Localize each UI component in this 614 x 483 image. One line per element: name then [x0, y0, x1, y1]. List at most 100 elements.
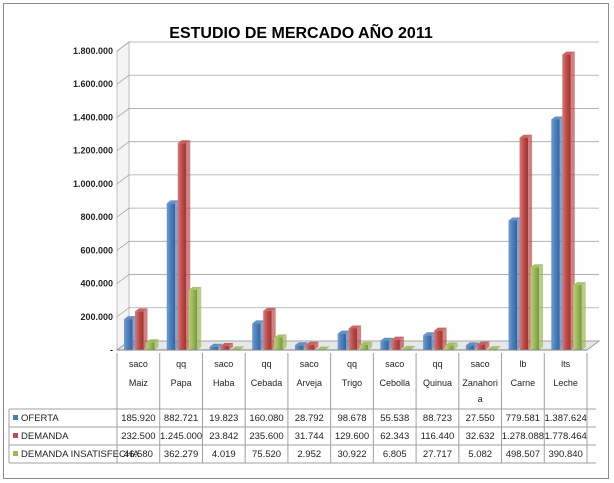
bar [188, 286, 202, 350]
bar [530, 264, 544, 350]
bar [380, 337, 393, 350]
category-unit: qq [432, 359, 442, 369]
legend-swatch [13, 415, 18, 420]
bar-top [423, 332, 436, 336]
bar [135, 308, 148, 350]
data-label: 160.080 [249, 413, 283, 424]
bar-top [562, 51, 575, 55]
bar-top [476, 341, 490, 345]
data-label: 75.520 [252, 449, 281, 460]
category-label: Cebada [251, 378, 283, 388]
bar-front [359, 344, 369, 350]
category-unit: lb [519, 359, 526, 369]
bar [124, 316, 137, 350]
data-label: 27.550 [466, 413, 495, 424]
y-tick-label: 200.000 [80, 312, 113, 322]
bar [252, 320, 265, 350]
data-label: 129.600 [335, 431, 369, 442]
y-tick-label: 1.200.000 [73, 146, 113, 156]
chart-frame: ESTUDIO DE MERCADO AÑO 2011 - 200.000 400.… [3, 3, 609, 479]
bar-side [239, 346, 244, 350]
bar [305, 341, 319, 350]
data-label: 779.581 [506, 413, 540, 424]
bar [359, 341, 373, 350]
bar-top [337, 330, 351, 334]
category-unit: qq [262, 359, 272, 369]
bar-top [551, 116, 564, 120]
bar-front [124, 319, 133, 350]
bar-front [348, 328, 358, 350]
data-label: 116.440 [421, 431, 455, 442]
bar-side [303, 342, 308, 350]
data-label: 1.245.000 [160, 431, 202, 442]
data-label: 1.778.464 [545, 431, 587, 442]
bar-side [539, 264, 544, 350]
bar-front [337, 333, 347, 350]
gridline [116, 108, 599, 118]
bar-top [177, 140, 191, 144]
legend-label: DEMANDA INSATISFECHA [21, 449, 140, 460]
bar-side [143, 308, 148, 350]
bar-top [530, 264, 544, 268]
data-label: 88.723 [423, 413, 452, 424]
bar-side [496, 346, 501, 350]
bar-front [434, 330, 443, 350]
bar-front [508, 220, 518, 350]
bar-front [380, 340, 389, 350]
data-label: 23.842 [209, 431, 238, 442]
bar-front [530, 267, 540, 350]
data-label: 882.721 [164, 413, 198, 424]
bar-top [316, 346, 330, 350]
bar-top [166, 200, 180, 204]
category-unit: saco [214, 359, 233, 369]
bar-side [325, 346, 330, 350]
gridline [116, 74, 599, 85]
bar-front [209, 346, 218, 350]
bar-side [154, 339, 159, 350]
bar [423, 332, 436, 350]
data-label: 19.823 [209, 413, 238, 424]
data-label: 62.343 [380, 431, 409, 442]
bar-side [197, 286, 202, 350]
bar-side [399, 336, 404, 350]
y-tick-label: - [110, 345, 113, 355]
category-label: Arveja [297, 378, 323, 388]
data-label: 235.600 [249, 431, 283, 442]
bar-top [294, 342, 308, 346]
bar [209, 343, 222, 350]
category-unit: saco [129, 359, 148, 369]
bar-top [305, 341, 319, 345]
data-label: 2.952 [297, 449, 321, 460]
bar-top [209, 343, 222, 347]
bar [177, 140, 191, 350]
gridline [116, 240, 599, 251]
bar-side [442, 327, 447, 350]
bar-front [305, 344, 315, 350]
bar-front [423, 335, 432, 350]
gridline [116, 141, 599, 151]
bar-top [508, 217, 522, 221]
category-unit: saco [385, 359, 404, 369]
category-label: a [478, 394, 483, 404]
bar-top [391, 336, 404, 340]
category-unit: lts [561, 359, 571, 369]
data-label: 498.507 [506, 449, 540, 460]
bar-front [135, 311, 144, 350]
category-label: Papa [171, 378, 192, 388]
bar-top [434, 327, 447, 331]
y-tick-label: 1.000.000 [73, 179, 113, 189]
category-label: Trigo [342, 378, 362, 388]
legend-swatch [13, 451, 18, 456]
legend-swatch [13, 433, 18, 438]
data-label: 28.792 [295, 413, 324, 424]
data-label: 31.744 [295, 431, 324, 442]
bar-top [402, 345, 415, 349]
data-label: 6.805 [383, 449, 407, 460]
bar-top [274, 334, 287, 338]
bar-front [562, 54, 571, 351]
bar [508, 217, 522, 350]
bar [434, 327, 447, 350]
category-unit: qq [347, 359, 357, 369]
y-tick-label: 800.000 [80, 212, 113, 222]
bar-side [581, 282, 586, 350]
